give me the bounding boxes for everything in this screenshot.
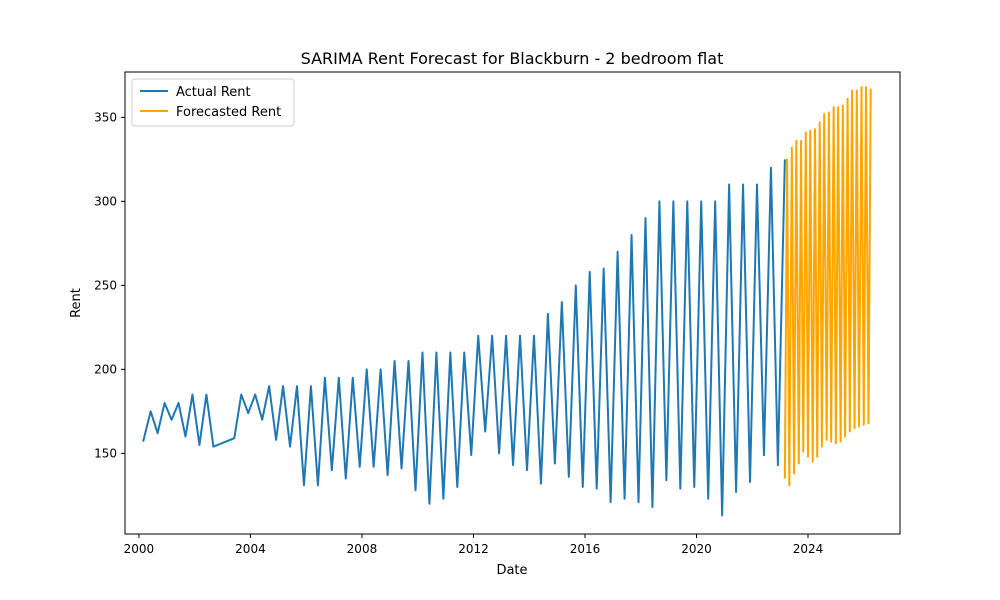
y-tick-label: 250 <box>94 278 117 292</box>
y-tick-label: 350 <box>94 110 117 124</box>
x-tick-label: 2016 <box>570 542 601 556</box>
series-group <box>142 86 872 517</box>
x-tick-label: 2012 <box>458 542 489 556</box>
plot-frame <box>124 71 901 535</box>
legend-label-actual: Actual Rent <box>176 85 251 100</box>
series-line-0 <box>142 159 786 517</box>
x-tick-label: 2024 <box>793 542 824 556</box>
x-tick-label: 2000 <box>124 542 155 556</box>
x-tick-label: 2004 <box>235 542 266 556</box>
chart-title: SARIMA Rent Forecast for Blackburn - 2 b… <box>301 49 724 68</box>
legend-label-forecast: Forecasted Rent <box>176 105 281 120</box>
x-axis: 2000 2004 2008 2012 2016 2020 2024 <box>124 534 824 556</box>
y-axis-title: Rent <box>69 288 84 318</box>
x-tick-label: 2008 <box>347 542 378 556</box>
y-tick-label: 150 <box>94 446 117 460</box>
x-tick-label: 2020 <box>681 542 712 556</box>
x-axis-title: Date <box>496 563 527 578</box>
series-line-1 <box>783 86 872 487</box>
legend: Actual Rent Forecasted Rent <box>131 78 295 127</box>
y-tick-label: 200 <box>94 362 117 376</box>
y-tick-label: 300 <box>94 194 117 208</box>
legend-box <box>131 78 295 127</box>
y-axis: 150 200 250 300 350 <box>94 110 125 460</box>
